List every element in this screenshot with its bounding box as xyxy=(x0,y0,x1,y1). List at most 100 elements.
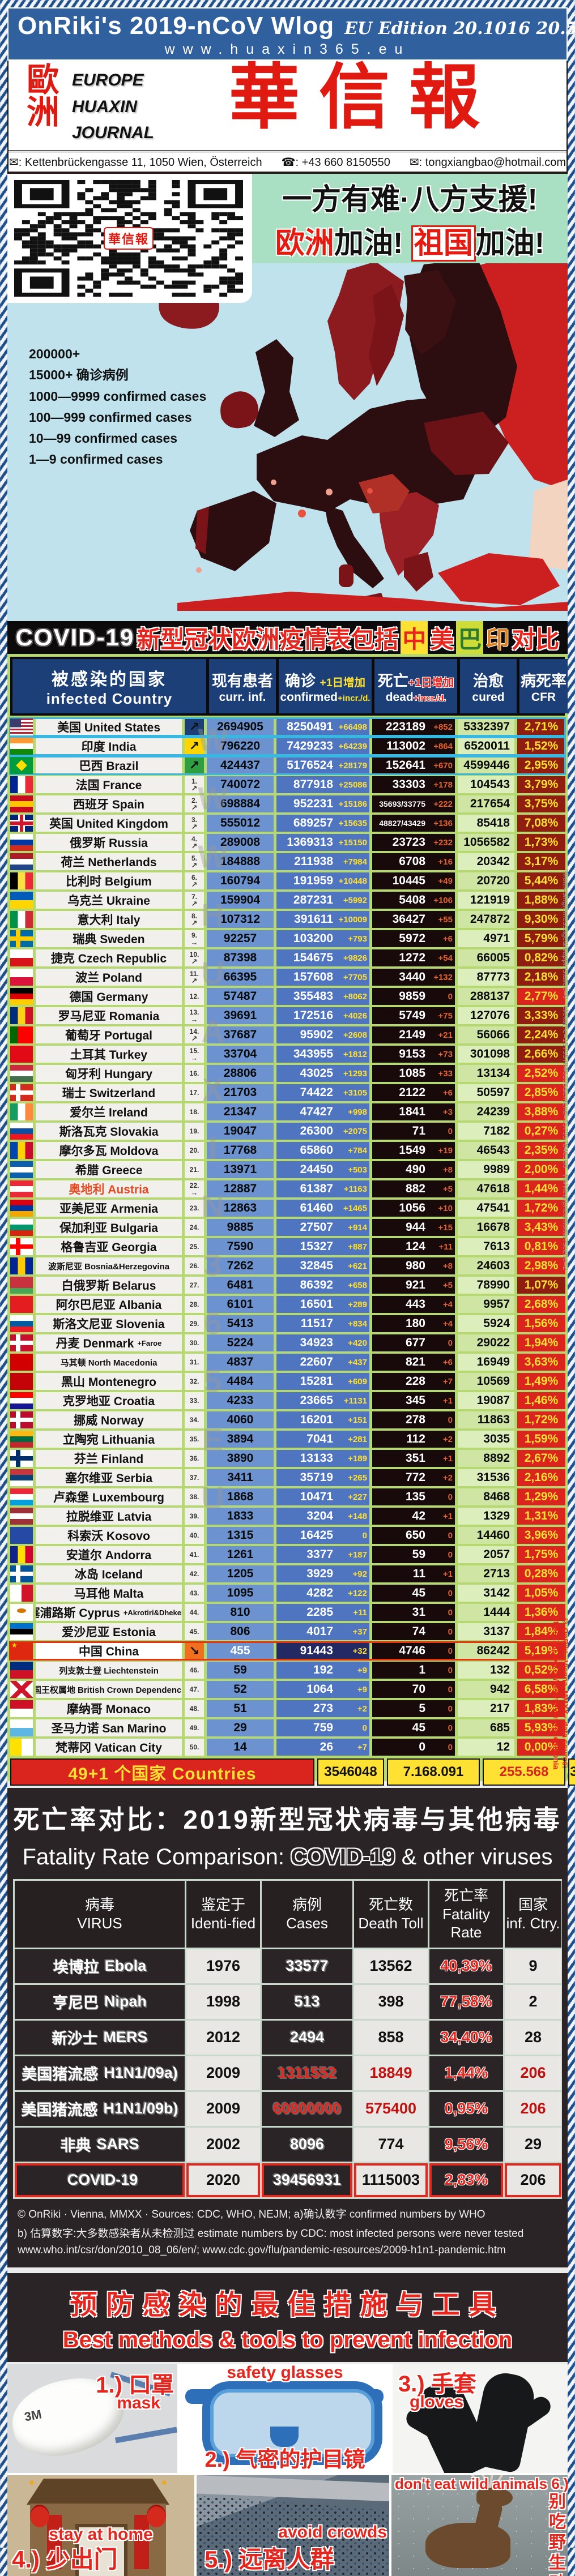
cfr-value: 6,58% xyxy=(517,1681,565,1698)
virus-table: 病毒 VIRUS 鉴定于 Identi-fied 病例 Cases 死亡数 Death Tol… xyxy=(13,1879,562,2199)
country-name: 印度 India xyxy=(36,738,182,755)
current-infected-value: 4837 xyxy=(207,1354,274,1371)
qr-card: 華信報 xyxy=(7,174,252,303)
current-infected-value: 92257 xyxy=(207,930,274,947)
wild-label-en: don't eat wild animals 6.) xyxy=(395,2475,568,2492)
rank-cell: 11. ↗ xyxy=(185,969,204,986)
rank-cell: 17. xyxy=(185,1084,204,1101)
cfr-value: 3,43% xyxy=(517,1219,565,1236)
rank-cell: 2. ↗ xyxy=(185,795,204,812)
confirmed-value: 192 +9 xyxy=(276,1662,369,1679)
cured-value: 16678 xyxy=(458,1219,514,1236)
dead-value: 821 +6 xyxy=(372,1354,455,1371)
cured-value: 3142 xyxy=(458,1585,514,1602)
table-row-hungary: 匈牙利 Hungary 16. 28806 43025 +1293 1085 +33 1313… xyxy=(10,1065,565,1082)
cfr-value: 3,75% xyxy=(517,795,565,812)
country-name: 巴西 Brazil xyxy=(36,757,182,774)
rank-cell: 14. ↗ xyxy=(185,1026,204,1043)
cfr-value: 2,16% xyxy=(517,1469,565,1486)
virus-cases: 2494 xyxy=(262,2020,352,2055)
mask-brand: 3M xyxy=(23,2407,43,2424)
cfr-value: 1,56% xyxy=(517,1315,565,1332)
rank-cell: 38. xyxy=(185,1488,204,1505)
current-infected-value: 555012 xyxy=(207,815,274,832)
country-flag xyxy=(10,1565,33,1582)
confirmed-value: 689257 +15635 xyxy=(276,815,369,832)
country-flag xyxy=(10,1354,33,1371)
current-infected-value: 4233 xyxy=(207,1392,274,1409)
rank-cell: 31. xyxy=(185,1354,204,1371)
table-row-latvia: 拉脱维亚 Latvia 39. 1833 3204 +148 42 +1 1329 1,31% xyxy=(10,1508,565,1525)
virus-cases: 8096 xyxy=(262,2127,352,2162)
cured-value: 3035 xyxy=(458,1431,514,1448)
covid-table-title: COVID-19 新型冠状欧洲疫情表包括中美巴印对比 xyxy=(7,620,568,655)
table-row-british-crown-dependencies: 英国王权属地 British Crown Dependencies47.5210… xyxy=(10,1681,565,1698)
cfr-value: 2,98% xyxy=(517,1257,565,1274)
rank-cell: 49. xyxy=(185,1719,204,1736)
rank-cell: 7. ↗ xyxy=(185,892,204,909)
cfr-value: 1,88% xyxy=(517,892,565,909)
confirmed-value: 172516 +4026 xyxy=(276,1007,369,1024)
dead-value: 5749 +75 xyxy=(372,1007,455,1024)
confirmed-value: 759 0 xyxy=(276,1719,369,1736)
masthead-big-title: 華信報 xyxy=(229,56,499,139)
confirmed-value: 3204 +148 xyxy=(276,1508,369,1525)
cfr-value: 9,30% xyxy=(517,911,565,928)
dead-value: 3440 +132 xyxy=(372,969,455,986)
virus-header-2: 病例 Cases xyxy=(262,1881,352,1948)
rank-cell: 47. xyxy=(185,1681,204,1698)
confirmed-value: 3377 +187 xyxy=(276,1546,369,1563)
country-name: 中国 China xyxy=(36,1642,182,1659)
country-flag xyxy=(10,738,33,755)
country-flag xyxy=(10,1065,33,1082)
banner-motherland: 祖国 xyxy=(411,225,476,262)
country-name: 葡萄牙 Portugal xyxy=(36,1026,182,1043)
country-flag xyxy=(10,1527,33,1544)
virus-fatality-rate: 77,58% xyxy=(429,1984,503,2019)
rank-cell: 18. xyxy=(185,1103,204,1120)
confirmed-value: 154675 +9826 xyxy=(276,949,369,966)
goggles-label-en: safety glasses xyxy=(227,2364,343,2382)
cured-value: 85418 xyxy=(458,815,514,832)
current-infected-value: 7590 xyxy=(207,1238,274,1255)
country-name: 拉脱维亚 Latvia xyxy=(36,1508,182,1525)
dead-value: 36427 +55 xyxy=(372,911,455,928)
country-name: 希腊 Greece xyxy=(36,1161,182,1178)
cfr-value: 3,79% xyxy=(517,776,565,793)
dead-value: 228 +7 xyxy=(372,1373,455,1390)
virus-identified: 2002 xyxy=(186,2127,260,2162)
virus-countries: 206 xyxy=(505,2091,561,2126)
country-flag xyxy=(10,776,33,793)
table-row-sweden: 瑞典 Sweden 9. → 92257 103200 +793 5972 +6 4971 5,7… xyxy=(10,930,565,947)
confirmed-value: 7041 +281 xyxy=(276,1431,369,1448)
prevention-title-box: 预防感染的最佳措施与工具 Best methods & tools to pre… xyxy=(7,2273,568,2362)
cured-value: 47618 xyxy=(458,1180,514,1197)
virus-header-4: 死亡率 Fatality Rate xyxy=(429,1881,503,1948)
dead-value: 11 +1 xyxy=(372,1565,455,1582)
dead-value: 2122 +6 xyxy=(372,1084,455,1101)
dead-value: 5408 +106 xyxy=(372,892,455,909)
cfr-value: 1,46% xyxy=(517,1392,565,1409)
cured-value: 29022 xyxy=(458,1334,514,1351)
country-name: 意大利 Italy xyxy=(36,911,182,928)
dead-value: 2149 +21 xyxy=(372,1026,455,1043)
totals-row: 49+1 个国家 Countries 3546048 7.168.091 255… xyxy=(10,1758,575,1786)
rank-cell: 22. → xyxy=(185,1180,204,1197)
cfr-value: 1,31% xyxy=(517,1508,565,1525)
current-infected-value: 29 xyxy=(207,1719,274,1736)
cfr-value: 5,19% xyxy=(517,1642,565,1659)
country-name: 白俄罗斯 Belarus xyxy=(36,1277,182,1294)
country-name: 塞浦路斯 Cyprus+Akrotiri&Dhekelia xyxy=(36,1604,182,1621)
dead-value: 74 0 xyxy=(372,1623,455,1640)
cured-value: 5332397 xyxy=(458,718,514,735)
country-flag xyxy=(10,1200,33,1217)
virus-identified: 2009 xyxy=(186,2056,260,2090)
country-name: 西班牙 Spain xyxy=(36,795,182,812)
cured-value: 5924 xyxy=(458,1315,514,1332)
rank-cell: 1. ↗ xyxy=(185,776,204,793)
cfr-value: 1,05% xyxy=(517,1585,565,1602)
qr-code xyxy=(14,180,243,297)
cfr-value: 2,68% xyxy=(517,1296,565,1313)
country-name: 法国 France xyxy=(36,776,182,793)
